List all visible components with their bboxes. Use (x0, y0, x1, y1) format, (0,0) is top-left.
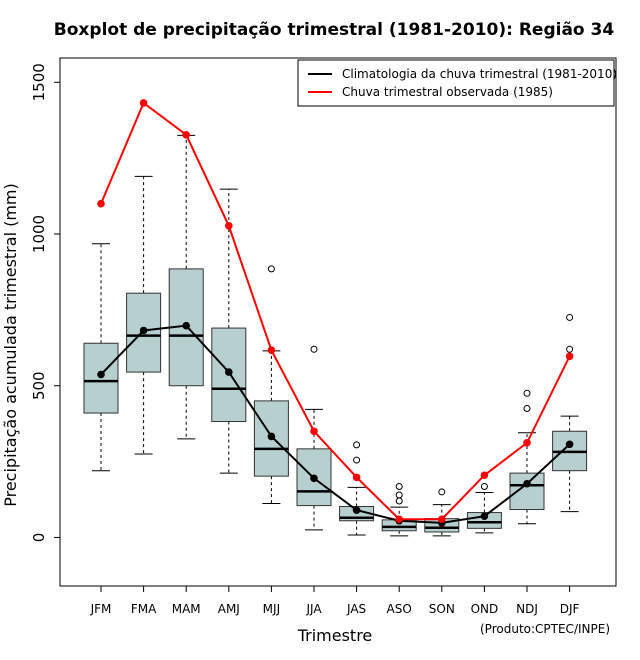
y-axis: 0 500 1000 1500 (30, 63, 60, 542)
y-tick-label-1000: 1000 (30, 215, 48, 253)
point-observed-JAS (352, 473, 361, 482)
series-line-observed (100, 101, 571, 521)
outlier-ASO-2 (395, 482, 403, 490)
box-FMA (126, 175, 162, 455)
legend-label-climatology: Climatologia da chuva trimestral (1981-2… (342, 67, 617, 81)
point-observed-ASO (395, 515, 404, 524)
outlier-JJA-0 (310, 345, 318, 353)
point-climatology-MAM (182, 321, 190, 330)
y-axis-label: Precipitação acumulada trimestral (mm) (1, 183, 20, 507)
x-tick-label-ASO: ASO (387, 602, 412, 616)
box-JJA (296, 345, 332, 531)
point-observed-AMJ (225, 222, 233, 230)
point-climatology-JFM (97, 370, 105, 379)
point-climatology-DJF (565, 440, 574, 449)
legend: Climatologia da chuva trimestral (1981-2… (297, 59, 617, 107)
point-climatology-JAS (352, 506, 361, 514)
outlier-MJJ-0 (267, 265, 275, 273)
legend-box (297, 59, 615, 107)
point-climatology-MJJ (267, 432, 276, 441)
outlier-ASO-1 (395, 491, 403, 499)
box-DJF (552, 313, 588, 513)
point-observed-OND (480, 471, 489, 480)
x-tick-label-JAS: JAS (346, 602, 366, 616)
point-observed-FMA (139, 99, 148, 107)
legend-label-observed: Chuva trimestral observada (1985) (342, 85, 553, 99)
point-observed-JJA (310, 427, 318, 436)
box-ASO (381, 482, 417, 537)
y-tick-label-0: 0 (30, 533, 48, 543)
outlier-NDJ-0 (523, 404, 531, 412)
point-climatology-AMJ (225, 368, 233, 376)
x-tick-label-OND: OND (471, 602, 499, 616)
point-observed-SON (438, 515, 446, 524)
credit-label: (Produto:CPTEC/INPE) (480, 622, 610, 636)
x-tick-label-AMJ: AMJ (218, 602, 240, 616)
box-OND (466, 482, 502, 534)
box-SON (424, 488, 460, 537)
box-MAM (168, 134, 204, 440)
box-JFM (83, 243, 119, 472)
x-tick-label-NDJ: NDJ (516, 602, 538, 616)
outlier-SON-0 (438, 488, 446, 496)
series-lines (97, 99, 574, 527)
x-axis-label: Trimestre (297, 626, 373, 645)
box-MJJ (253, 265, 289, 504)
outlier-JAS-1 (353, 441, 361, 449)
outlier-DJF-0 (566, 345, 574, 353)
plot-frame (59, 57, 617, 587)
chart-title: Boxplot de precipitação trimestral (1981… (54, 20, 615, 40)
box-AMJ (211, 188, 247, 474)
x-tick-label-JFM: JFM (90, 602, 112, 616)
y-tick-label-500: 500 (30, 371, 48, 400)
x-tick-label-SON: SON (429, 602, 455, 616)
y-tick-label-1500: 1500 (30, 63, 48, 101)
outlier-JAS-0 (353, 456, 361, 464)
point-climatology-OND (480, 512, 489, 521)
x-tick-label-JJA: JJA (305, 602, 322, 616)
point-observed-JFM (97, 199, 105, 208)
point-climatology-NDJ (523, 479, 531, 488)
x-tick-label-MAM: MAM (172, 602, 201, 616)
x-tick-label-DJF: DJF (560, 602, 580, 616)
x-tick-label-MJJ: MJJ (263, 602, 280, 616)
outlier-ASO-0 (395, 497, 403, 505)
x-axis: JFM FMA MAM AMJ MJJ JJA JAS ASO SON OND NDJ DJF (90, 586, 580, 616)
box-iqr-NDJ (509, 472, 545, 511)
outlier-NDJ-1 (523, 389, 531, 397)
box-NDJ (509, 389, 545, 525)
point-observed-DJF (565, 352, 574, 361)
point-observed-NDJ (523, 438, 531, 447)
series-line-climatology (100, 324, 571, 524)
point-climatology-JJA (310, 474, 318, 483)
x-tick-label-FMA: FMA (131, 602, 157, 616)
point-observed-MJJ (267, 346, 276, 355)
outlier-DJF-1 (566, 313, 574, 321)
boxes-group (83, 134, 588, 537)
point-climatology-FMA (139, 326, 148, 335)
outlier-OND-0 (480, 482, 488, 490)
point-observed-MAM (182, 130, 190, 139)
